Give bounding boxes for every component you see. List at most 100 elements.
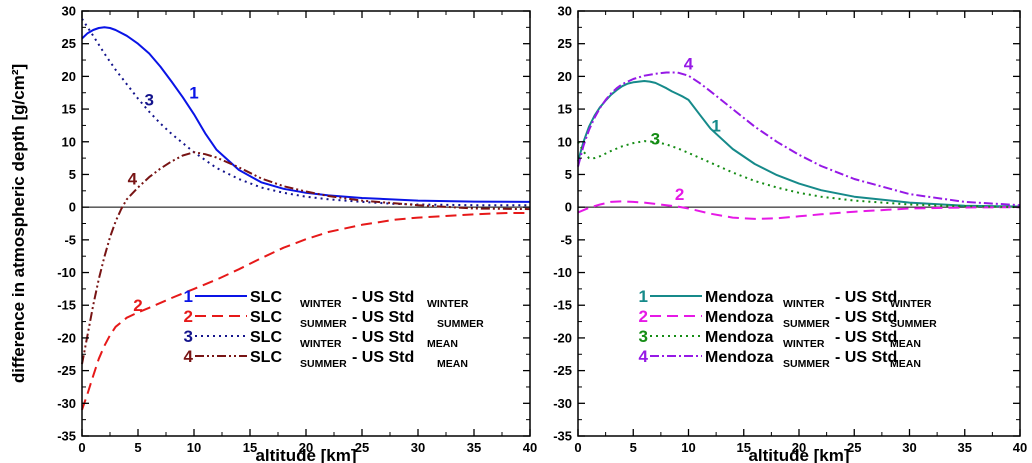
y-tick-label: 0 bbox=[565, 200, 572, 215]
x-tick-label: 20 bbox=[792, 440, 806, 455]
x-tick-label: 15 bbox=[243, 440, 257, 455]
curve-label-2: 2 bbox=[675, 185, 684, 204]
x-axis-title: altitude [km] bbox=[255, 446, 356, 463]
legend-label-sub2: MEAN bbox=[890, 358, 921, 370]
x-axis-title: altitude [km] bbox=[748, 446, 849, 463]
curve-label-1: 1 bbox=[189, 84, 198, 103]
x-tick-label: 5 bbox=[630, 440, 637, 455]
x-tick-label: 35 bbox=[958, 440, 972, 455]
legend-label-sub2: SUMMER bbox=[890, 318, 937, 330]
x-tick-label: 10 bbox=[681, 440, 695, 455]
curve-label-1: 1 bbox=[711, 116, 720, 135]
legend-label-sub1: WINTER bbox=[300, 298, 342, 310]
x-tick-label: 35 bbox=[467, 440, 481, 455]
legend-label-sub2: MEAN bbox=[427, 338, 458, 350]
series-line-3 bbox=[577, 140, 1021, 209]
legend-label-sub1: WINTER bbox=[783, 338, 825, 350]
legend-label-sub2: MEAN bbox=[437, 358, 468, 370]
y-tick-label: 30 bbox=[558, 4, 572, 19]
legend-label-mid: - US Std bbox=[352, 289, 414, 306]
y-tick-label: -5 bbox=[560, 232, 572, 247]
legend-label-sub1: WINTER bbox=[783, 298, 825, 310]
series-line-1 bbox=[577, 80, 1021, 208]
y-tick-label: 25 bbox=[558, 36, 572, 51]
y-tick-label: -20 bbox=[57, 330, 76, 345]
legend-label-sub2: MEAN bbox=[890, 338, 921, 350]
x-tick-label: 0 bbox=[574, 440, 581, 455]
y-tick-label: -30 bbox=[57, 396, 76, 411]
legend-label: SLC bbox=[250, 289, 282, 306]
legend-label-mid: - US Std bbox=[352, 309, 414, 326]
y-tick-label: -25 bbox=[57, 363, 76, 378]
series-line-1 bbox=[81, 26, 531, 203]
y-tick-label: 15 bbox=[62, 102, 76, 117]
legend-label-sub1: SUMMER bbox=[300, 358, 347, 370]
y-tick-label: -5 bbox=[64, 232, 76, 247]
curve-label-2: 2 bbox=[133, 296, 142, 315]
y-tick-label: -20 bbox=[553, 330, 572, 345]
y-tick-label: 10 bbox=[558, 134, 572, 149]
legend-label-mid: - US Std bbox=[835, 309, 897, 326]
legend-number: 1 bbox=[184, 287, 193, 306]
y-tick-label: 25 bbox=[62, 36, 76, 51]
x-tick-label: 25 bbox=[847, 440, 861, 455]
legend-label-mid: - US Std bbox=[352, 349, 414, 366]
plot-frame bbox=[81, 10, 531, 437]
legend-label: Mendoza bbox=[705, 329, 774, 346]
legend-label-sub1: SUMMER bbox=[300, 318, 347, 330]
x-tick-label: 5 bbox=[134, 440, 141, 455]
legend-label-sub1: SUMMER bbox=[783, 358, 830, 370]
legend-label-mid: - US Std bbox=[835, 289, 897, 306]
curve-label-4: 4 bbox=[684, 54, 694, 73]
series-line-2 bbox=[577, 200, 1021, 220]
y-tick-label: 0 bbox=[69, 200, 76, 215]
legend-label-sub2: WINTER bbox=[427, 298, 469, 310]
legend-label-mid: - US Std bbox=[835, 329, 897, 346]
legend-label: SLC bbox=[250, 309, 282, 326]
legend-label: Mendoza bbox=[705, 349, 774, 366]
x-tick-label: 10 bbox=[187, 440, 201, 455]
legend-label-sub2: SUMMER bbox=[437, 318, 484, 330]
legend-number: 2 bbox=[184, 307, 193, 326]
curve-label-3: 3 bbox=[144, 90, 153, 109]
x-tick-label: 30 bbox=[411, 440, 425, 455]
curve-label-4: 4 bbox=[128, 169, 138, 188]
x-tick-label: 20 bbox=[299, 440, 313, 455]
y-tick-label: 20 bbox=[558, 69, 572, 84]
x-tick-label: 0 bbox=[78, 440, 85, 455]
y-tick-label: 10 bbox=[62, 134, 76, 149]
y-axis-title: difference in atmospheric depth [g/cm²] bbox=[9, 64, 28, 383]
legend-label-sub1: WINTER bbox=[300, 338, 342, 350]
y-tick-label: 5 bbox=[69, 167, 76, 182]
legend-number: 2 bbox=[639, 307, 648, 326]
x-tick-label: 15 bbox=[737, 440, 751, 455]
y-tick-label: 5 bbox=[565, 167, 572, 182]
legend-label-mid: - US Std bbox=[835, 349, 897, 366]
series-line-2 bbox=[81, 212, 530, 411]
y-tick-label: -35 bbox=[553, 429, 572, 444]
legend-label-sub2: WINTER bbox=[890, 298, 932, 310]
legend: 1 SLC WINTER - US Std WINTER 2 SLC SUMMER -… bbox=[184, 287, 485, 370]
x-tick-label: 40 bbox=[523, 440, 537, 455]
y-tick-label: -15 bbox=[553, 298, 572, 313]
legend-number: 4 bbox=[184, 347, 194, 366]
legend-label-mid: - US Std bbox=[352, 329, 414, 346]
legend-label-sub1: SUMMER bbox=[783, 318, 830, 330]
curve-label-3: 3 bbox=[651, 130, 660, 149]
x-tick-label: 25 bbox=[355, 440, 369, 455]
y-tick-label: -10 bbox=[553, 265, 572, 280]
legend-number: 3 bbox=[184, 327, 193, 346]
legend-label: Mendoza bbox=[705, 309, 774, 326]
y-tick-label: 15 bbox=[558, 102, 572, 117]
x-tick-label: 40 bbox=[1013, 440, 1027, 455]
y-tick-label: -10 bbox=[57, 265, 76, 280]
y-tick-label: -35 bbox=[57, 429, 76, 444]
legend-label: SLC bbox=[250, 349, 282, 366]
series-line-4 bbox=[81, 151, 531, 365]
legend-number: 1 bbox=[639, 287, 648, 306]
y-tick-label: -25 bbox=[553, 363, 572, 378]
